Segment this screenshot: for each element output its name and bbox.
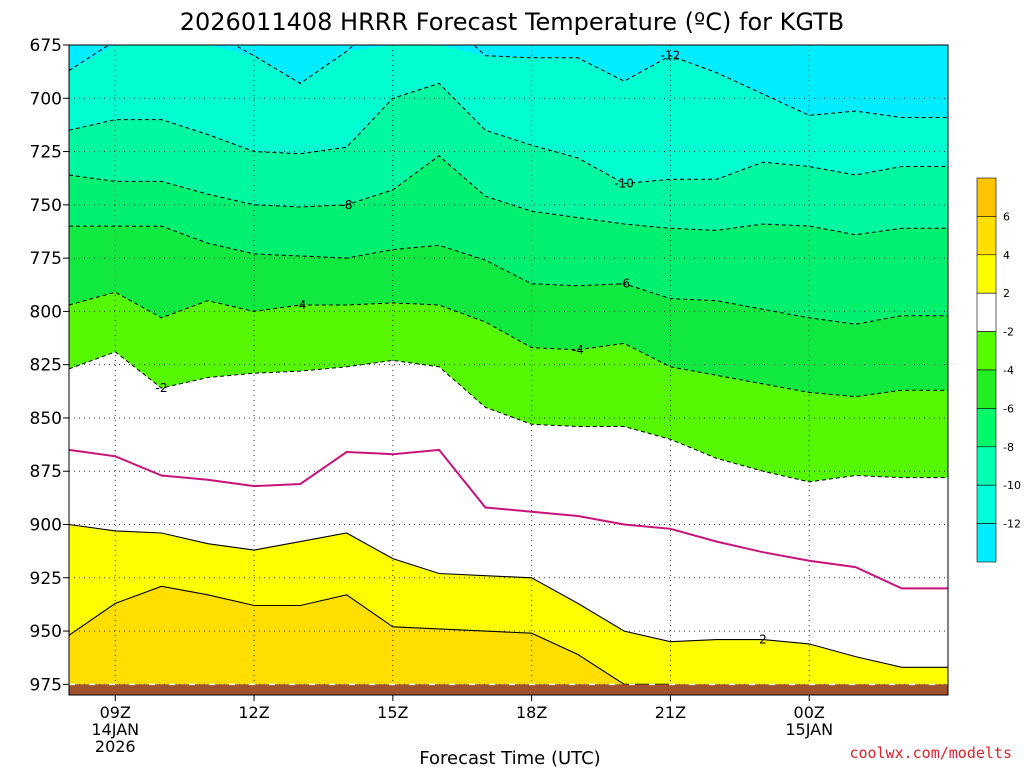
plot-area: -12 -10 -8 -6 -4 -4 -2 2 bbox=[68, 44, 949, 696]
y-tick-label: 825 bbox=[30, 356, 62, 376]
y-tick-label: 800 bbox=[30, 302, 62, 322]
plot-frame bbox=[68, 44, 949, 696]
isotherm-m8 bbox=[68, 155, 948, 236]
colorbar-label: -10 bbox=[1003, 479, 1021, 492]
colorbar-swatch bbox=[976, 216, 997, 256]
y-tick-label: 950 bbox=[30, 622, 62, 642]
y-tick-label: 900 bbox=[30, 516, 62, 536]
chart-title: 2026011408 HRRR Forecast Temperature (ºC… bbox=[180, 8, 845, 36]
isotherm-4 bbox=[68, 585, 671, 685]
contour-label: -4 bbox=[572, 343, 584, 357]
isotherm-0 bbox=[68, 448, 948, 590]
isotherm-m6 bbox=[69, 225, 948, 325]
colorbar-swatch bbox=[976, 254, 997, 294]
credit-text: coolwx.com/modelts bbox=[849, 744, 1012, 762]
x-year-label: 2026 bbox=[95, 737, 136, 756]
x-tick-label: 15Z bbox=[377, 703, 408, 722]
colorbar-swatch bbox=[976, 292, 997, 332]
colorbar-swatch bbox=[976, 446, 997, 486]
contour-label: -10 bbox=[614, 177, 634, 191]
y-tick-label: 700 bbox=[30, 89, 62, 109]
colorbar-label: -4 bbox=[1003, 364, 1014, 377]
contour-label: -2 bbox=[156, 381, 168, 395]
band-4-6 bbox=[69, 586, 671, 695]
isotherm-m4 bbox=[68, 291, 948, 398]
isotherm-m12 bbox=[69, 45, 948, 118]
y-tick-label: 975 bbox=[30, 675, 62, 695]
colorbar-swatch bbox=[976, 484, 997, 524]
x-tick-label: 18Z bbox=[516, 703, 547, 722]
y-tick-label: 875 bbox=[30, 462, 62, 482]
colorbar-label: 6 bbox=[1003, 210, 1010, 223]
colorbar-swatch bbox=[976, 369, 997, 409]
y-tick-label: 925 bbox=[30, 569, 62, 589]
y-tick-label: 850 bbox=[30, 409, 62, 429]
colorbar-label: 2 bbox=[1003, 287, 1010, 300]
contour-label: -8 bbox=[341, 198, 353, 212]
colorbar: 6 4 2 -2 -4 -6 -8 -10 -12 bbox=[976, 177, 1021, 563]
colorbar-label: -2 bbox=[1003, 326, 1014, 339]
colorbar-swatch bbox=[976, 177, 997, 217]
contour-label: -12 bbox=[661, 49, 681, 63]
contour-label: 2 bbox=[759, 633, 767, 647]
grid bbox=[69, 45, 948, 695]
colorbar-label: -8 bbox=[1003, 441, 1014, 454]
colorbar-label: -12 bbox=[1003, 518, 1021, 531]
contour-label: -6 bbox=[618, 277, 630, 291]
contour-label: -4 bbox=[294, 298, 306, 312]
y-tick-label: 675 bbox=[30, 36, 62, 56]
colorbar-label: 4 bbox=[1003, 249, 1010, 262]
colorbar-swatch bbox=[976, 408, 997, 448]
y-axis: 675 700 725 750 775 800 825 850 875 900 925 950 975 bbox=[30, 36, 69, 695]
x-date-label: 14JAN bbox=[91, 720, 139, 739]
y-tick-label: 775 bbox=[30, 249, 62, 269]
isotherm-2 bbox=[68, 523, 948, 668]
x-date-label: 15JAN bbox=[785, 720, 833, 739]
y-tick-label: 725 bbox=[30, 143, 62, 163]
isotherm-m2 bbox=[68, 351, 948, 483]
colorbar-swatch bbox=[976, 523, 997, 563]
colorbar-label: -6 bbox=[1003, 402, 1014, 415]
ground-layer bbox=[69, 684, 948, 695]
x-tick-label: 21Z bbox=[655, 703, 686, 722]
colorbar-swatch bbox=[976, 331, 997, 371]
x-tick-label: 12Z bbox=[238, 703, 269, 722]
x-tick-label: 00Z bbox=[794, 703, 825, 722]
x-tick-label: 09Z bbox=[100, 703, 131, 722]
y-tick-label: 750 bbox=[30, 196, 62, 216]
x-axis-label: Forecast Time (UTC) bbox=[419, 748, 600, 768]
isotherm-m10 bbox=[68, 82, 948, 185]
